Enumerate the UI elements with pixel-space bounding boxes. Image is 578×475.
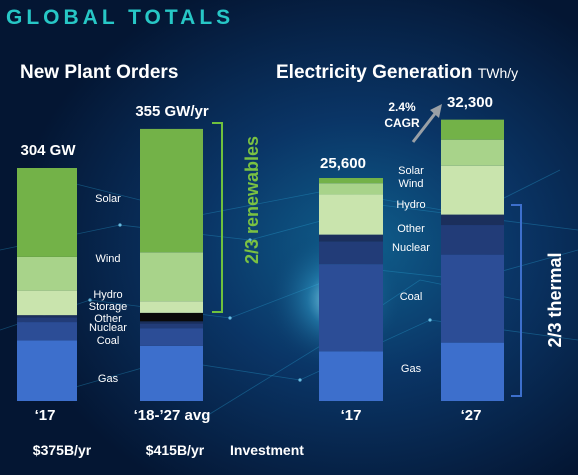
generation-segment-label-coal: Coal [400,291,423,303]
x-tick-label-2: ‘18-’27 avg [134,407,211,424]
thermal-bracket-label: 2/3 thermal [545,252,565,347]
generation-segment-coal-2 [441,254,504,343]
bar-segment-gas-1 [17,340,77,401]
bar-segment-nuclear-2 [140,323,203,329]
renewables-bracket-label: 2/3 renewables [242,136,262,264]
generation-total-label-1: 25,600 [320,155,366,172]
page-title: GLOBAL TOTALS [6,6,235,29]
generation-segment-label-wind: Wind [398,178,423,190]
investment-value-1: $375B/yr [33,442,92,458]
generation-segment-other-2 [441,214,504,226]
segment-label-gas: Gas [98,373,119,385]
segment-label-nuclear: Nuclear [89,322,127,334]
renewables-bracket [212,122,223,313]
orders-chart-title: New Plant Orders [20,62,179,83]
generation-segment-label-nuclear: Nuclear [392,242,430,254]
generation-segment-wind-2 [441,139,504,166]
generation-segment-wind-1 [319,183,383,195]
generation-segment-label-other: Other [397,223,425,235]
cagr-label: CAGR [384,116,420,130]
bar-segment-hydro-1 [17,290,77,316]
bar-total-label-1: 304 GW [20,142,76,159]
bar-segment-nuclear-1 [17,317,77,323]
generation-segment-other-1 [319,234,383,242]
bar-segment-solar-1 [17,168,77,257]
generation-segment-coal-1 [319,264,383,352]
investment-value-2: $415B/yr [146,442,205,458]
cagr-arrow-head [430,104,442,118]
generation-segment-gas-1 [319,351,383,401]
generation-segment-gas-2 [441,342,504,401]
generation-segment-nuclear-2 [441,225,504,255]
generation-segment-label-gas: Gas [401,363,422,375]
generation-segment-label-hydro: Hydro [396,199,425,211]
investment-label: Investment [230,442,304,458]
generation-segment-solar-2 [441,119,504,140]
bar-segment-storage-2 [140,312,203,322]
generation-chart-unit: TWh/y [477,65,519,81]
segment-label-solar: Solar [95,193,121,205]
generation-segment-solar-1 [319,178,383,184]
generation-x-tick-label-1: ‘17 [341,407,362,424]
bar-segment-other-1 [17,315,77,318]
segment-label-wind: Wind [95,253,120,265]
generation-total-label-2: 32,300 [447,94,493,111]
bar-segment-hydro-2 [140,301,203,313]
bar-segment-coal-2 [140,328,203,346]
segment-label-hydro: Hydro [93,289,122,301]
generation-x-tick-label-2: ‘27 [461,407,482,424]
generation-chart-title: Electricity Generation [276,62,473,83]
x-tick-label-1: ‘17 [35,407,56,424]
bar-segment-wind-2 [140,252,203,302]
segment-label-storage: Storage [89,301,128,313]
generation-segment-nuclear-1 [319,241,383,265]
bar-segment-other-2 [140,321,203,324]
segment-label-other: Other [94,313,122,325]
bar-segment-wind-1 [17,256,77,291]
generation-segment-hydro-1 [319,194,383,235]
cagr-arrow-shaft [411,110,439,143]
generation-segment-hydro-2 [441,165,504,215]
generation-segment-label-solar: Solar [398,165,424,177]
segment-label-coal: Coal [97,335,120,347]
thermal-bracket [511,204,522,397]
cagr-value: 2.4% [388,100,416,114]
bar-total-label-2: 355 GW/yr [135,103,209,120]
bar-segment-gas-2 [140,345,203,401]
bar-segment-coal-1 [17,322,77,341]
bar-segment-solar-2 [140,128,203,253]
